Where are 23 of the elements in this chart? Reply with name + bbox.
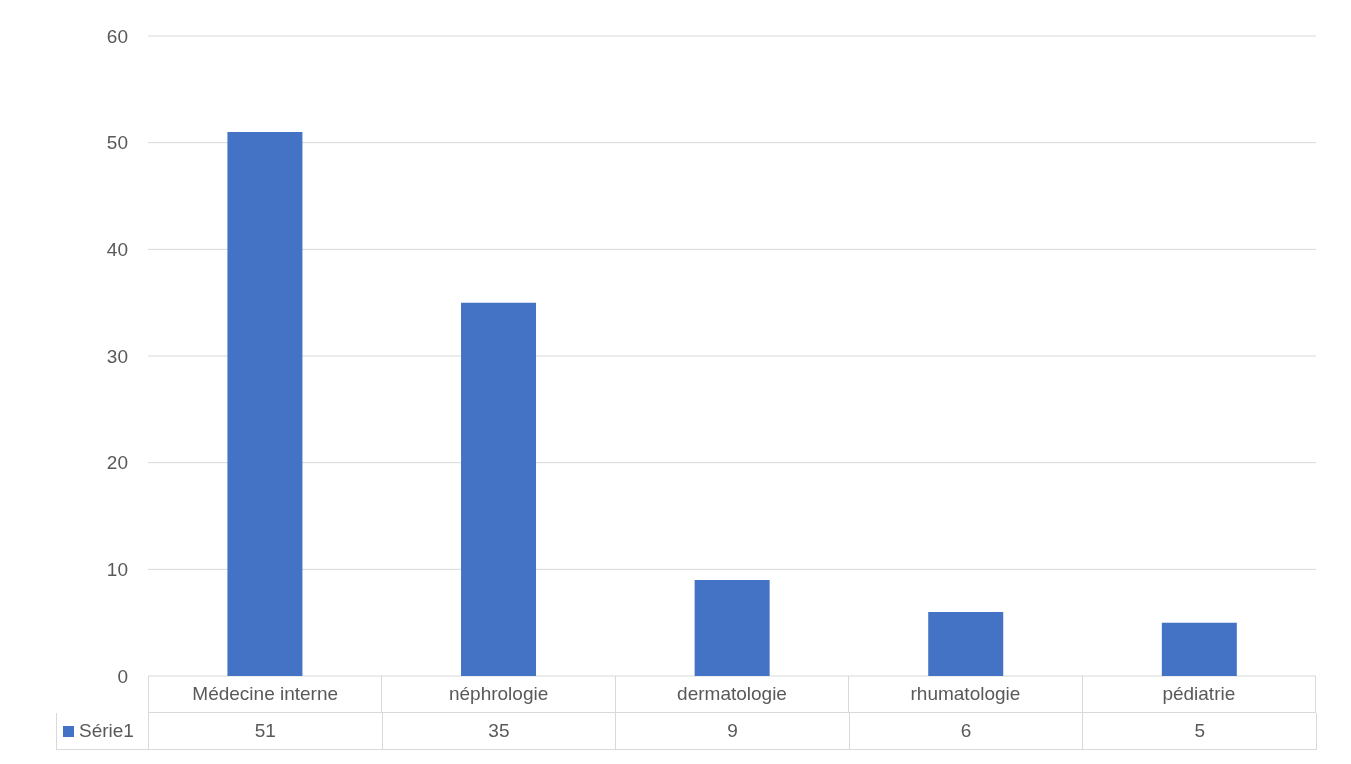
y-tick-label: 60 bbox=[106, 25, 128, 47]
data-label: 9 bbox=[616, 713, 850, 749]
data-label: 35 bbox=[382, 713, 617, 749]
x-tick-label: rhumatologie bbox=[849, 676, 1083, 713]
bar bbox=[461, 302, 537, 676]
x-tick-label: dermatologie bbox=[615, 676, 850, 713]
x-tick-label: pédiatrie bbox=[1082, 676, 1317, 713]
y-tick-label: 30 bbox=[106, 345, 128, 367]
bar bbox=[694, 580, 770, 676]
y-tick-label: 50 bbox=[106, 132, 128, 154]
bar bbox=[1161, 622, 1237, 676]
y-tick-label: 10 bbox=[106, 559, 128, 581]
x-tick-label: Médecine interne bbox=[149, 676, 383, 713]
bar bbox=[928, 612, 1004, 676]
bar bbox=[227, 132, 303, 676]
data-label: 5 bbox=[1083, 713, 1317, 749]
y-tick-label: 0 bbox=[117, 665, 128, 687]
data-label: 51 bbox=[149, 713, 383, 749]
data-label: 6 bbox=[849, 713, 1084, 749]
x-tick-label: néphrologie bbox=[382, 676, 616, 713]
legend-label: Série1 bbox=[79, 720, 134, 742]
y-tick-label: 20 bbox=[106, 452, 128, 474]
y-tick-label: 40 bbox=[106, 239, 128, 261]
